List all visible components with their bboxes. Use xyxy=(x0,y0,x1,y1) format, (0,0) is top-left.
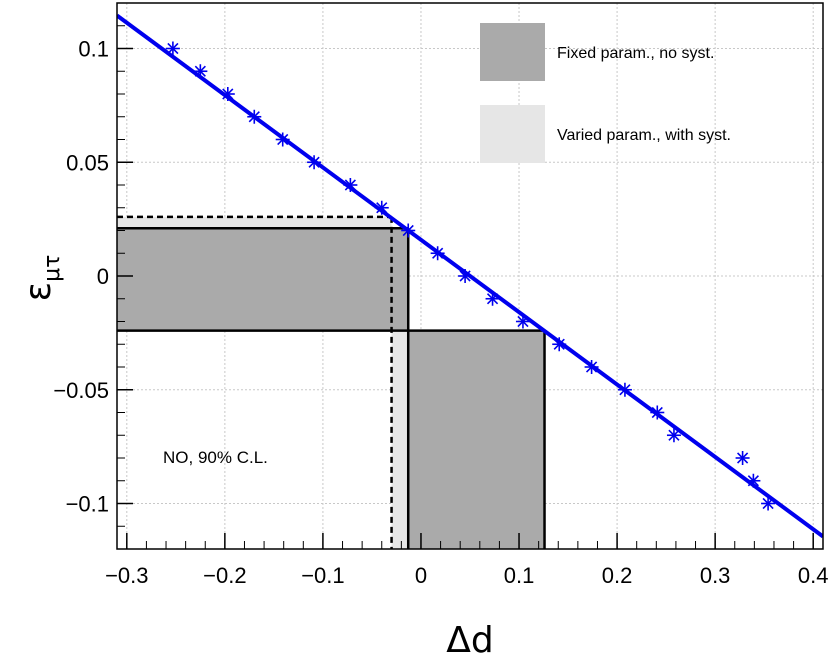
y-tick-label-1: −0.05 xyxy=(53,378,109,403)
x-axis-title: Δd xyxy=(446,620,493,661)
marker-point-2 xyxy=(220,87,235,101)
marker-point-16 xyxy=(650,405,665,420)
x-tick-label-7: 0.4 xyxy=(798,563,829,588)
y-tick-label-4: 0.1 xyxy=(78,37,109,62)
legend: Fixed param., no syst. Varied param., wit… xyxy=(480,23,731,163)
svg-text:εμτ: εμτ xyxy=(18,255,65,302)
marker-point-8 xyxy=(401,223,416,238)
x-tick-label-0: −0.3 xyxy=(105,563,148,588)
x-tick-label-5: 0.2 xyxy=(602,563,633,588)
y-tick-label-0: −0.1 xyxy=(66,492,109,517)
y-axis-title: εμτ xyxy=(18,255,65,302)
y-tick-label-2: 0 xyxy=(97,264,109,289)
x-tick-label-1: −0.2 xyxy=(203,563,246,588)
x-tick-label-6: 0.3 xyxy=(700,563,731,588)
marker-layer xyxy=(165,41,776,511)
y-axis-title-sub: μτ xyxy=(40,255,65,282)
exclusion-regions xyxy=(117,215,546,549)
marker-point-17 xyxy=(666,428,681,443)
legend-label-1: Varied param., with syst. xyxy=(557,127,731,144)
x-tick-label-3: 0 xyxy=(415,563,427,588)
marker-point-15 xyxy=(617,382,632,397)
x-tick-label-2: −0.1 xyxy=(301,563,344,588)
y-axis-title-main: ε xyxy=(18,282,59,301)
fixed-region-vertical xyxy=(408,330,545,549)
marker-point-3 xyxy=(247,109,262,124)
marker-point-7 xyxy=(374,200,389,215)
marker-point-19 xyxy=(746,473,761,488)
y-tick-label-3: 0.05 xyxy=(66,150,109,175)
marker-point-10 xyxy=(458,269,473,283)
marker-point-11 xyxy=(485,291,500,306)
marker-point-1 xyxy=(193,64,208,79)
marker-point-0 xyxy=(165,41,180,56)
marker-point-6 xyxy=(343,178,358,192)
annotation-label: NO, 90% C.L. xyxy=(163,448,268,467)
marker-point-12 xyxy=(515,314,530,329)
marker-point-5 xyxy=(307,155,322,170)
axis-ticks: −0.3 −0.2 −0.1 0 0.1 0.2 0.3 0.4 −0.1 −0.05 0 0.05 0… xyxy=(53,25,829,588)
marker-point-4 xyxy=(275,132,290,147)
legend-swatch-0 xyxy=(480,23,545,81)
marker-point-20 xyxy=(761,496,776,511)
marker-point-18 xyxy=(735,451,750,465)
legend-label-0: Fixed param., no syst. xyxy=(557,45,714,62)
marker-point-13 xyxy=(552,337,567,352)
legend-swatch-1 xyxy=(480,105,545,163)
marker-point-14 xyxy=(584,360,599,374)
marker-point-9 xyxy=(430,246,445,261)
x-tick-label-4: 0.1 xyxy=(504,563,535,588)
fixed-region-horizontal xyxy=(117,228,409,331)
